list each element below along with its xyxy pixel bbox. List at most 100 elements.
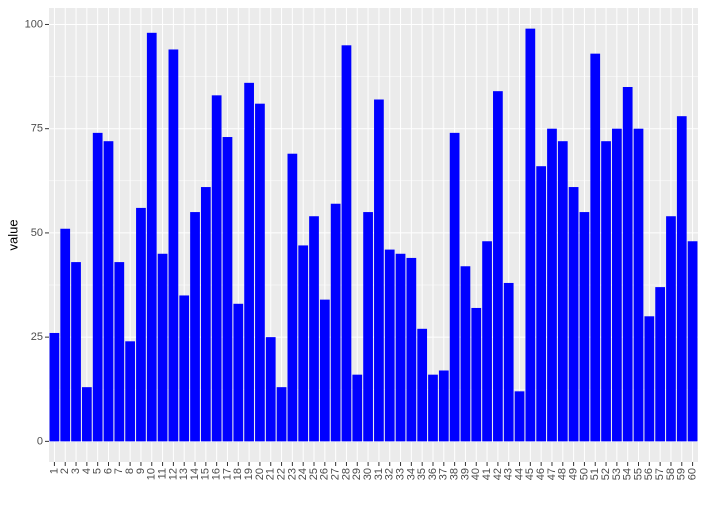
x-tick-label: 43 [503, 468, 515, 480]
bar [471, 307, 482, 442]
x-tick-label: 37 [438, 468, 450, 480]
x-tick-label: 18 [232, 468, 244, 480]
bar [244, 82, 254, 442]
bar [92, 132, 103, 442]
x-tick-label: 30 [362, 468, 374, 480]
x-tick-label: 36 [427, 468, 439, 480]
x-tick-label: 3 [70, 468, 82, 474]
bar [157, 253, 168, 442]
bar [438, 370, 449, 442]
y-tick-label: 75 [31, 123, 43, 135]
bar [81, 387, 92, 442]
bar [612, 128, 622, 442]
x-tick-label: 34 [405, 468, 417, 480]
x-tick-label: 1 [48, 468, 60, 474]
bar [384, 249, 395, 442]
bar [125, 341, 135, 442]
bar [547, 128, 557, 442]
x-tick-label: 25 [308, 468, 320, 480]
x-tick-label: 29 [351, 468, 363, 480]
bar [211, 95, 222, 442]
bar [406, 257, 417, 442]
bar [71, 262, 81, 442]
bar [687, 241, 698, 442]
bar [676, 116, 687, 442]
x-tick-label: 5 [92, 468, 104, 474]
bar [179, 295, 190, 442]
bar [536, 166, 547, 442]
x-tick-label: 47 [546, 468, 558, 480]
x-tick-label: 14 [189, 468, 201, 480]
panel [49, 8, 698, 462]
x-tick-label: 44 [513, 468, 525, 480]
x-tick-label: 35 [416, 468, 428, 480]
bar [298, 245, 309, 442]
x-tick-label: 9 [135, 468, 147, 474]
bar [655, 287, 666, 442]
x-tick-label: 33 [394, 468, 406, 480]
bar [601, 141, 611, 442]
bar [103, 141, 114, 442]
x-tick-label: 38 [449, 468, 461, 480]
bar [590, 53, 601, 442]
x-tick-label: 40 [470, 468, 482, 480]
bar [168, 49, 179, 442]
y-tick-label: 100 [25, 18, 43, 30]
bar [579, 212, 590, 442]
bar [417, 328, 428, 442]
bar [428, 374, 438, 442]
bar [222, 137, 233, 442]
bar [330, 203, 341, 442]
bar [319, 299, 330, 442]
x-tick-label: 57 [654, 468, 666, 480]
x-tick-label: 55 [632, 468, 644, 480]
bar [352, 374, 363, 442]
x-tick-label: 50 [578, 468, 590, 480]
x-tick-label: 49 [568, 468, 580, 480]
bar [395, 253, 406, 442]
bar [233, 303, 244, 442]
y-tick-label: 25 [31, 331, 43, 343]
x-tick-label: 20 [254, 468, 266, 480]
bar [568, 187, 579, 442]
bar [363, 212, 373, 442]
bar [525, 28, 536, 442]
y-axis-title: value [5, 219, 20, 250]
x-tick-label: 16 [211, 468, 223, 480]
x-tick-label: 28 [340, 468, 352, 480]
x-tick-label: 39 [459, 468, 471, 480]
x-tick-label: 7 [113, 468, 125, 474]
bar [666, 216, 676, 442]
x-tick-label: 12 [167, 468, 179, 480]
x-tick-label: 15 [200, 468, 212, 480]
bar [287, 153, 298, 442]
x-tick-label: 10 [146, 468, 158, 480]
x-tick-label: 11 [156, 468, 168, 479]
bar [460, 266, 471, 442]
x-tick-label: 24 [297, 468, 309, 480]
x-tick-label: 46 [535, 468, 547, 480]
bar [190, 212, 200, 442]
bar [146, 32, 157, 442]
y-tick-label: 50 [31, 227, 43, 239]
bar [136, 207, 146, 442]
x-tick-label: 22 [275, 468, 287, 480]
x-tick-label: 42 [492, 468, 504, 480]
y-tick-label: 0 [37, 435, 43, 447]
x-tick-label: 54 [622, 468, 634, 480]
x-tick-label: 45 [524, 468, 536, 480]
bar [341, 45, 352, 442]
x-tick-label: 27 [330, 468, 342, 480]
bar [622, 87, 633, 442]
x-tick-label: 8 [124, 468, 136, 474]
bar [557, 141, 568, 442]
x-tick-label: 53 [611, 468, 623, 480]
x-tick-label: 17 [221, 468, 233, 480]
bar [49, 332, 60, 442]
x-tick-label: 6 [102, 468, 114, 474]
x-tick-label: 59 [676, 468, 688, 480]
bar [265, 337, 276, 442]
bar [633, 128, 644, 442]
x-tick-label: 26 [319, 468, 331, 480]
